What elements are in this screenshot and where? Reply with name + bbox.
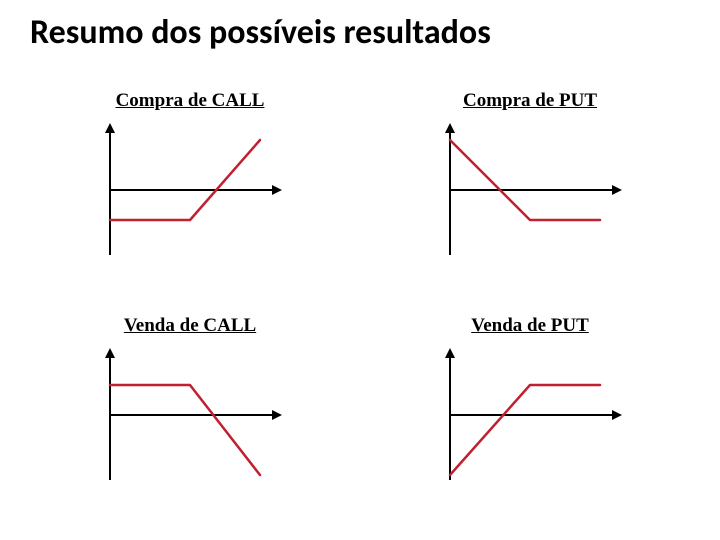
plot-compra-put [430,120,630,260]
plot-venda-call [90,345,290,485]
panel-venda-put: Venda de PUT [400,315,660,485]
plot-venda-put [430,345,630,485]
panel-compra-call: Compra de CALL [60,90,320,260]
panel-venda-call: Venda de CALL [60,315,320,485]
payoff-grid: Compra de CALL Compra de PUT Venda de CA… [60,90,660,485]
plot-compra-call [90,120,290,260]
panel-title-compra-put: Compra de PUT [463,90,597,112]
panel-compra-put: Compra de PUT [400,90,660,260]
page-title: Resumo dos possíveis resultados [30,12,491,53]
panel-title-venda-call: Venda de CALL [124,315,256,337]
panel-title-venda-put: Venda de PUT [471,315,589,337]
panel-title-compra-call: Compra de CALL [116,90,265,112]
